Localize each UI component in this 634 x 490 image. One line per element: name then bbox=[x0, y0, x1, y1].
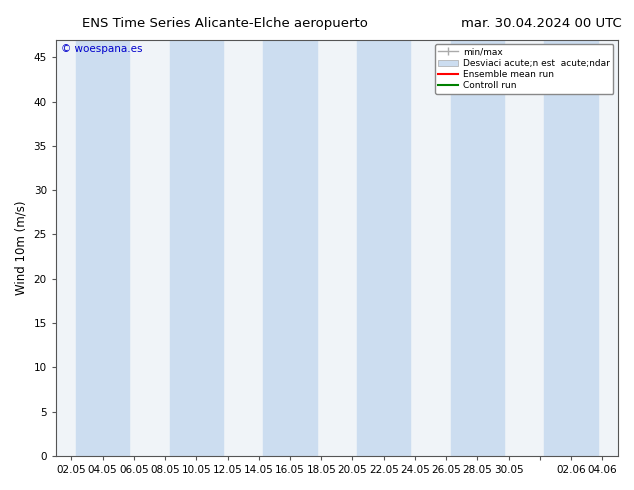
Text: mar. 30.04.2024 00 UTC: mar. 30.04.2024 00 UTC bbox=[460, 17, 621, 30]
Text: © woespana.es: © woespana.es bbox=[61, 44, 143, 54]
Text: ENS Time Series Alicante-Elche aeropuerto: ENS Time Series Alicante-Elche aeropuert… bbox=[82, 17, 368, 30]
Bar bbox=[170, 40, 223, 456]
Bar bbox=[451, 40, 504, 456]
Legend: min/max, Desviaci acute;n est  acute;ndar, Ensemble mean run, Controll run: min/max, Desviaci acute;n est acute;ndar… bbox=[435, 44, 613, 94]
Bar bbox=[264, 40, 316, 456]
Bar bbox=[545, 40, 597, 456]
Bar bbox=[76, 40, 129, 456]
Bar bbox=[357, 40, 410, 456]
Y-axis label: Wind 10m (m/s): Wind 10m (m/s) bbox=[15, 200, 28, 295]
